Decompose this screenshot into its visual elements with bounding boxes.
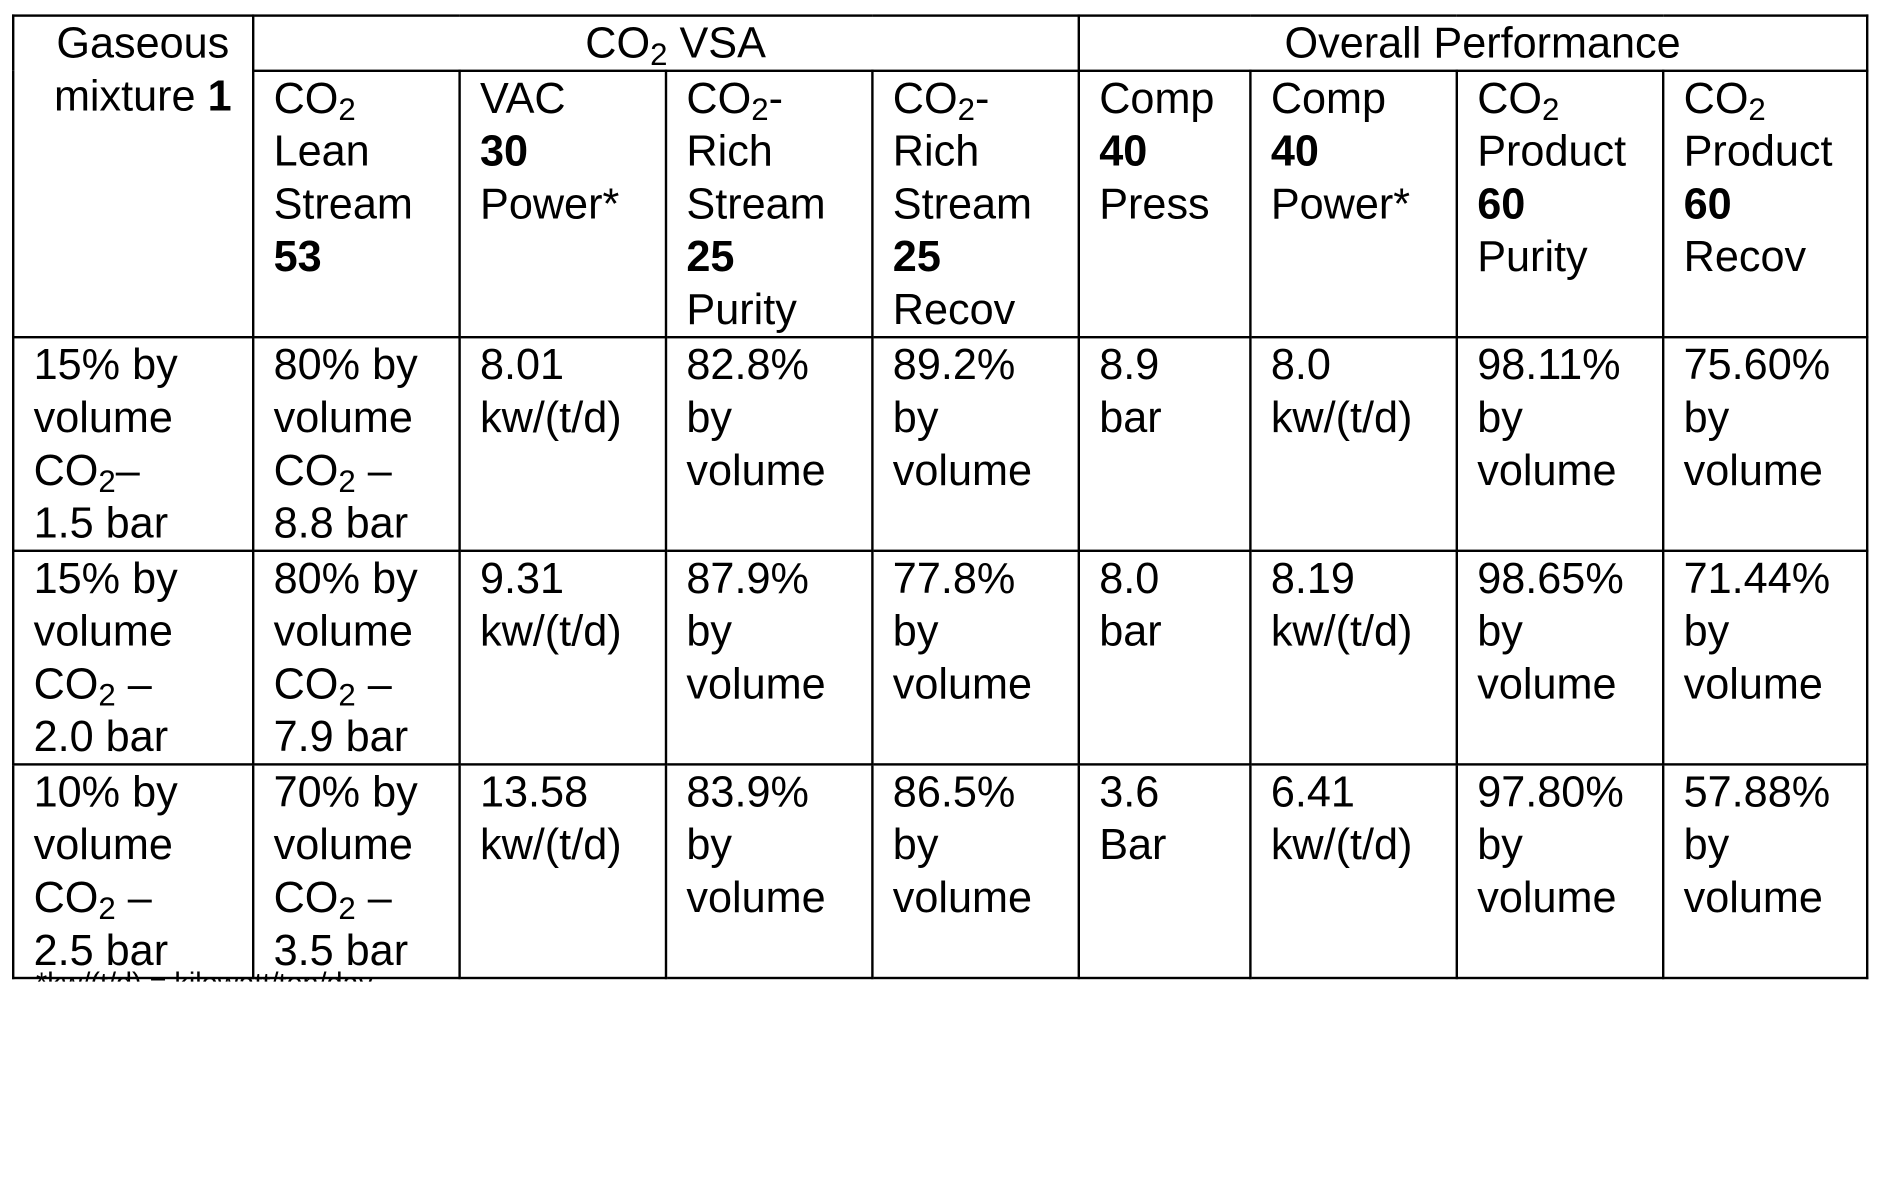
col-header-co2-product-recov: CO2 Product 60 Recov — [1663, 71, 1867, 337]
cell-co2-product-recov: 71.44%byvolume — [1663, 551, 1867, 765]
cell-co2-product-recov: 75.60%byvolume — [1663, 337, 1867, 551]
cell-comp-power: 8.19kw/(t/d) — [1250, 551, 1456, 765]
col-header-co2-rich-purity: CO2- Rich Stream 25 Purity — [666, 71, 872, 337]
reference-numeral: 30 — [480, 125, 665, 178]
cell-comp-press: 8.9bar — [1079, 337, 1251, 551]
cell-co2-product-recov: 57.88%byvolume — [1663, 764, 1867, 978]
cell-co2-product-purity: 98.65%byvolume — [1457, 551, 1663, 765]
cell-co2-rich-purity: 87.9%byvolume — [666, 551, 872, 765]
reference-numeral: 60 — [1684, 178, 1866, 231]
table-row: 15% byvolumeCO2 –2.0 bar 80% byvolumeCO2… — [13, 551, 1867, 765]
cell-co2-lean-stream: 80% byvolumeCO2 –7.9 bar — [253, 551, 459, 765]
cell-co2-rich-purity: 83.9%byvolume — [666, 764, 872, 978]
results-table: Gaseous mixture 1 CO2 VSA Overall Perfor… — [12, 14, 1868, 979]
reference-numeral: 25 — [893, 230, 1078, 283]
col-header-comp-power: Comp 40 Power* — [1250, 71, 1456, 337]
row-header-line: mixture — [54, 71, 196, 120]
cell-comp-press: 8.0bar — [1079, 551, 1251, 765]
col-header-co2-lean-stream: CO2 Lean Stream 53 — [253, 71, 459, 337]
cell-gaseous-mixture: 15% byvolumeCO2–1.5 bar — [13, 337, 253, 551]
col-header-co2-product-purity: CO2 Product 60 Purity — [1457, 71, 1663, 337]
cell-vac-power: 13.58kw/(t/d) — [460, 764, 666, 978]
reference-numeral: 40 — [1271, 125, 1456, 178]
cell-co2-product-purity: 98.11%byvolume — [1457, 337, 1663, 551]
table-row: 15% byvolumeCO2–1.5 bar 80% byvolumeCO2 … — [13, 337, 1867, 551]
cell-gaseous-mixture: 10% byvolumeCO2 –2.5 bar — [13, 764, 253, 978]
cell-co2-rich-recov: 89.2%byvolume — [872, 337, 1078, 551]
row-header-gaseous-mixture: Gaseous mixture 1 — [13, 16, 253, 338]
cell-co2-rich-recov: 86.5%byvolume — [872, 764, 1078, 978]
cell-co2-rich-purity: 82.8%byvolume — [666, 337, 872, 551]
reference-numeral: 1 — [208, 71, 232, 120]
cell-vac-power: 9.31kw/(t/d) — [460, 551, 666, 765]
col-header-comp-press: Comp 40 Press — [1079, 71, 1251, 337]
cell-comp-press: 3.6Bar — [1079, 764, 1251, 978]
header-column-row: CO2 Lean Stream 53 VAC 30 Power* CO2- Ri… — [13, 71, 1867, 337]
cell-co2-lean-stream: 80% byvolumeCO2 –8.8 bar — [253, 337, 459, 551]
cell-vac-power: 8.01kw/(t/d) — [460, 337, 666, 551]
footnote: *kw/(t/d) = kilowatt/ton/day — [36, 970, 1476, 982]
cell-comp-power: 8.0kw/(t/d) — [1250, 337, 1456, 551]
group-header-overall-performance: Overall Performance — [1079, 16, 1867, 71]
col-header-vac-power: VAC 30 Power* — [460, 71, 666, 337]
cell-comp-power: 6.41kw/(t/d) — [1250, 764, 1456, 978]
header-group-row: Gaseous mixture 1 CO2 VSA Overall Perfor… — [13, 16, 1867, 71]
cell-co2-rich-recov: 77.8%byvolume — [872, 551, 1078, 765]
reference-numeral: 60 — [1477, 178, 1662, 231]
cell-gaseous-mixture: 15% byvolumeCO2 –2.0 bar — [13, 551, 253, 765]
cell-co2-lean-stream: 70% byvolumeCO2 –3.5 bar — [253, 764, 459, 978]
row-header-line: Gaseous — [34, 17, 252, 70]
col-header-co2-rich-recov: CO2- Rich Stream 25 Recov — [872, 71, 1078, 337]
reference-numeral: 40 — [1099, 125, 1249, 178]
group-header-co2-vsa: CO2 VSA — [253, 16, 1079, 71]
reference-numeral: 53 — [274, 230, 459, 283]
table-row: 10% byvolumeCO2 –2.5 bar 70% byvolumeCO2… — [13, 764, 1867, 978]
reference-numeral: 25 — [686, 230, 871, 283]
cell-co2-product-purity: 97.80%byvolume — [1457, 764, 1663, 978]
